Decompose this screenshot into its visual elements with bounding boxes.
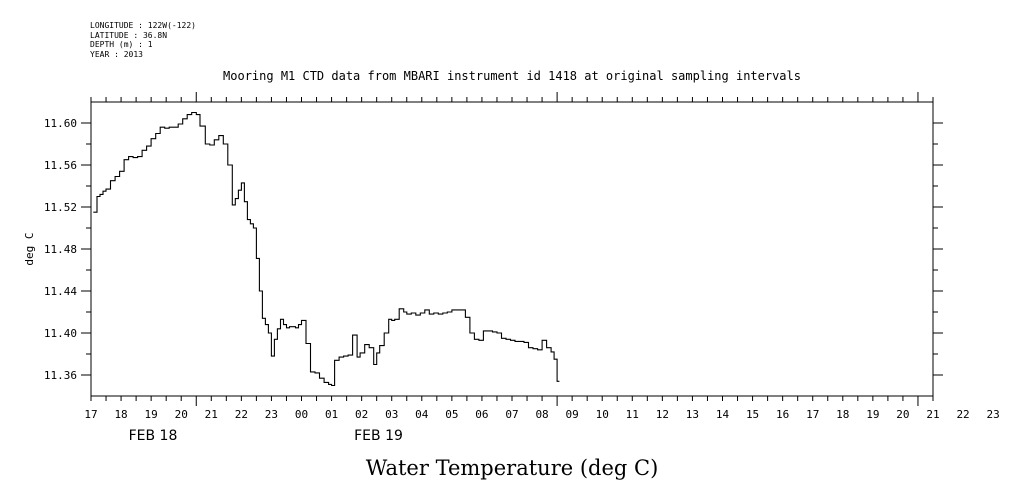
x-tick-label: 09: [566, 408, 579, 421]
x-tick-label: 19: [866, 408, 879, 421]
x-tick-label: 06: [475, 408, 488, 421]
x-tick-label: 21: [205, 408, 218, 421]
y-tick-label: 11.56: [44, 159, 77, 172]
x-tick-label: 01: [325, 408, 338, 421]
x-tick-label: 23: [987, 408, 1000, 421]
x-tick-label: 08: [535, 408, 548, 421]
meta-latitude: LATITUDE : 36.8N: [90, 30, 168, 40]
plot-frame: [90, 101, 934, 397]
series-group: [93, 111, 560, 387]
x-tick-label: 17: [806, 408, 819, 421]
x-tick-label: 15: [746, 408, 759, 421]
date-labels: FEB 18 FEB 19: [129, 428, 403, 444]
x-tick-labels: 17 18 19 20 21 22 23 00 01 02 03 04 05 06 07 08 09 10 11 12…: [84, 408, 1000, 421]
x-tick-label: 07: [505, 408, 518, 421]
date-label: FEB 19: [354, 428, 403, 444]
x-tick-label: 22: [235, 408, 248, 421]
x-tick-label: 10: [596, 408, 609, 421]
x-axis-label: Water Temperature (deg C): [366, 456, 659, 480]
y-tick-label: 11.40: [44, 327, 77, 340]
x-tick-label: 03: [385, 408, 398, 421]
x-tick-label: 02: [355, 408, 368, 421]
y-axis-label: deg C: [23, 232, 36, 265]
x-tick-label: 13: [686, 408, 699, 421]
x-tick-label: 18: [114, 408, 127, 421]
x-tick-label: 21: [926, 408, 939, 421]
y-tick-label: 11.52: [44, 201, 77, 214]
date-label: FEB 18: [129, 428, 178, 444]
chart-title: Mooring M1 CTD data from MBARI instrumen…: [223, 69, 801, 83]
meta-depth: DEPTH (m) : 1: [90, 40, 153, 49]
x-tick-label: 04: [415, 408, 429, 421]
y-tick-label: 11.60: [44, 117, 77, 130]
y-tick-label: 11.48: [44, 243, 77, 256]
x-tick-label: 20: [896, 408, 909, 421]
x-tick-label: 11: [626, 408, 639, 421]
temperature-series-line: [93, 111, 560, 387]
x-tick-label: 19: [145, 408, 158, 421]
meta-year: YEAR : 2013: [90, 49, 143, 59]
x-tick-label: 18: [836, 408, 849, 421]
x-tick-label: 16: [776, 408, 789, 421]
x-tick-label: 23: [265, 408, 278, 421]
x-tick-label: 12: [656, 408, 669, 421]
y-tick-labels: 11.36 11.40 11.44 11.48 11.52 11.56 11.60: [44, 117, 77, 382]
x-tick-label: 00: [295, 408, 308, 421]
x-tick-label: 20: [175, 408, 188, 421]
meta-longitude: LONGITUDE : 122W(-122): [90, 21, 196, 30]
y-tick-label: 11.44: [44, 285, 77, 298]
x-tick-label: 05: [445, 408, 458, 421]
x-tick-label: 17: [84, 408, 97, 421]
x-tick-label: 14: [716, 408, 730, 421]
y-tick-label: 11.36: [44, 369, 77, 382]
x-tick-label: 22: [956, 408, 969, 421]
metadata-block: LONGITUDE : 122W(-122) LATITUDE : 36.8N …: [90, 21, 196, 59]
axis-ticks: [81, 92, 943, 406]
